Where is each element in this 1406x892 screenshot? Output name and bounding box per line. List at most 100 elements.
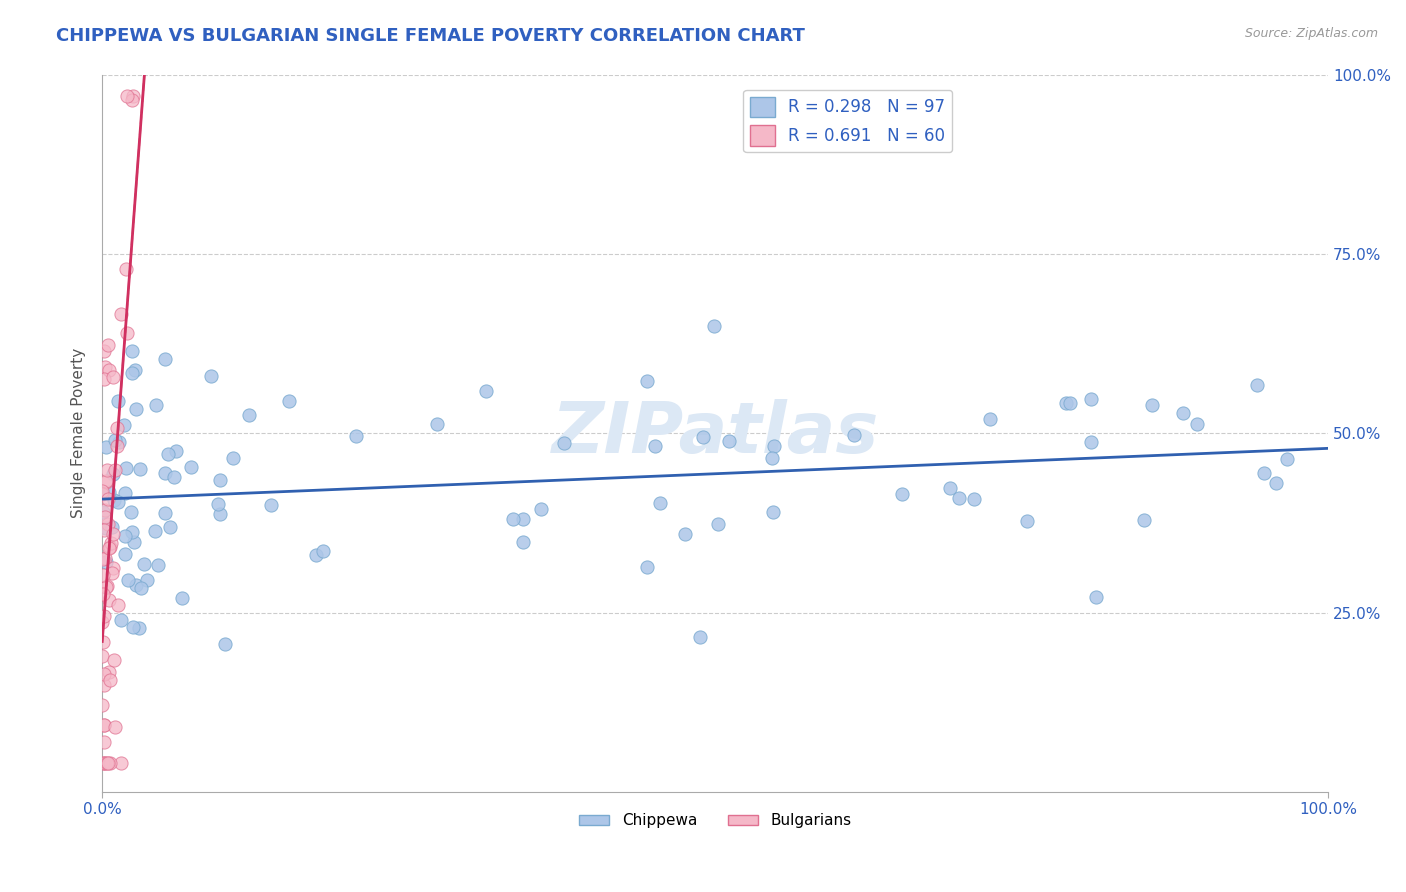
Point <box>117 574 139 588</box>
Point <box>100 536 122 550</box>
Point <box>91 567 114 582</box>
Point <box>110 756 132 771</box>
Point <box>1080 434 1102 449</box>
Point <box>98 485 121 500</box>
Point <box>93 372 115 386</box>
Point <box>305 548 328 562</box>
Point <box>165 443 187 458</box>
Point <box>98 756 121 771</box>
Point <box>93 505 115 519</box>
Point <box>689 630 711 644</box>
Point <box>94 440 117 454</box>
Point <box>129 462 152 476</box>
Point <box>1132 513 1154 527</box>
Point <box>718 434 741 449</box>
Point <box>98 540 121 554</box>
Point <box>553 436 575 450</box>
Point <box>170 591 193 606</box>
Point <box>101 561 124 575</box>
Point <box>209 473 232 487</box>
Point <box>163 470 186 484</box>
Point <box>644 439 666 453</box>
Point <box>96 756 118 771</box>
Point <box>97 517 120 532</box>
Point <box>530 501 553 516</box>
Point <box>1253 466 1275 480</box>
Point <box>94 521 117 535</box>
Point <box>706 517 728 532</box>
Point <box>125 402 148 417</box>
Point <box>94 474 117 488</box>
Point <box>129 581 152 595</box>
Point <box>94 580 117 594</box>
Point <box>101 519 124 533</box>
Point <box>98 593 121 607</box>
Point <box>1084 591 1107 605</box>
Point <box>1054 396 1077 410</box>
Point <box>200 368 222 383</box>
Point <box>93 667 115 681</box>
Point <box>157 447 180 461</box>
Point <box>94 510 117 524</box>
Point <box>512 512 534 526</box>
Point <box>101 369 124 384</box>
Point <box>93 717 115 731</box>
Point <box>124 362 146 376</box>
Point <box>122 89 145 103</box>
Point <box>761 450 783 465</box>
Point <box>97 756 120 771</box>
Point <box>96 579 118 593</box>
Legend: Chippewa, Bulgarians: Chippewa, Bulgarians <box>572 807 858 835</box>
Point <box>91 698 114 712</box>
Point <box>938 481 960 495</box>
Point <box>763 439 786 453</box>
Point <box>93 609 115 624</box>
Point <box>636 374 658 388</box>
Point <box>91 587 114 601</box>
Point <box>153 351 176 366</box>
Text: Source: ZipAtlas.com: Source: ZipAtlas.com <box>1244 27 1378 40</box>
Point <box>93 344 115 359</box>
Point <box>208 507 231 521</box>
Point <box>91 615 114 629</box>
Point <box>278 394 301 409</box>
Point <box>93 756 115 771</box>
Point <box>1140 398 1163 412</box>
Point <box>128 621 150 635</box>
Point <box>115 261 138 276</box>
Point <box>146 558 169 572</box>
Point <box>120 505 142 519</box>
Point <box>114 547 136 561</box>
Point <box>115 89 138 103</box>
Point <box>103 527 125 541</box>
Point <box>108 435 131 450</box>
Point <box>114 460 136 475</box>
Point <box>636 559 658 574</box>
Point <box>97 363 120 377</box>
Point <box>112 418 135 433</box>
Point <box>107 598 129 612</box>
Point <box>312 543 335 558</box>
Point <box>94 555 117 569</box>
Point <box>93 718 115 732</box>
Point <box>1017 514 1039 528</box>
Point <box>145 398 167 412</box>
Point <box>103 493 125 508</box>
Point <box>238 408 260 422</box>
Point <box>104 433 127 447</box>
Point <box>103 467 125 481</box>
Point <box>93 756 115 771</box>
Point <box>121 93 143 107</box>
Point <box>260 498 283 512</box>
Point <box>121 343 143 358</box>
Text: CHIPPEWA VS BULGARIAN SINGLE FEMALE POVERTY CORRELATION CHART: CHIPPEWA VS BULGARIAN SINGLE FEMALE POVE… <box>56 27 806 45</box>
Point <box>114 529 136 543</box>
Point <box>125 578 148 592</box>
Point <box>136 573 159 587</box>
Point <box>103 653 125 667</box>
Point <box>93 678 115 692</box>
Point <box>673 527 696 541</box>
Point <box>1265 476 1288 491</box>
Point <box>692 429 714 443</box>
Point <box>110 613 132 627</box>
